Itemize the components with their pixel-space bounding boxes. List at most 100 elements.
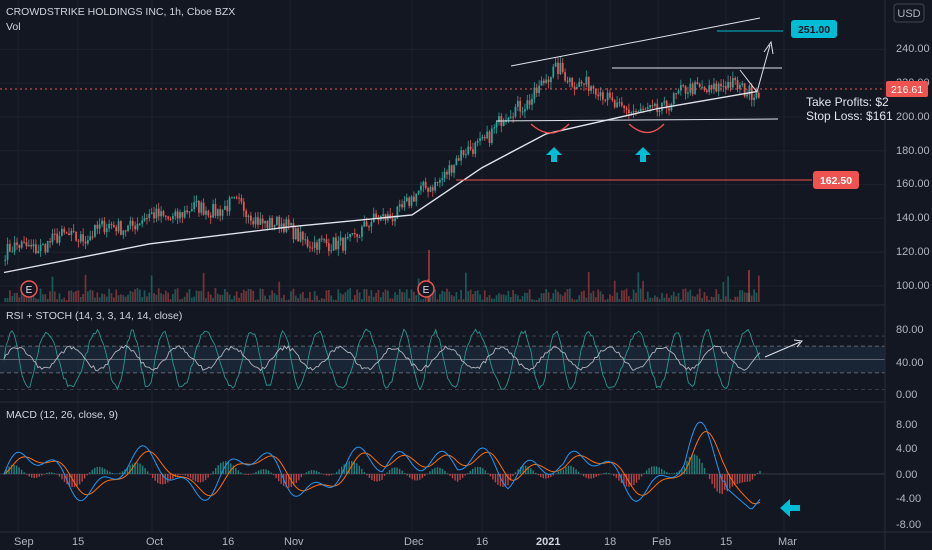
macd-histogram-bar — [716, 474, 718, 492]
candle-body — [337, 240, 340, 250]
y-tick: -8.00 — [896, 519, 921, 531]
candle-body — [318, 238, 321, 250]
volume-bar — [275, 295, 278, 302]
volume-bar — [20, 292, 23, 302]
volume-bar — [644, 299, 647, 302]
macd-histogram-bar — [383, 474, 386, 476]
macd-histogram-bar — [131, 463, 134, 474]
volume-bar — [403, 292, 406, 302]
candle-body — [446, 171, 448, 175]
candle-body — [77, 240, 80, 242]
candle-body — [20, 241, 23, 248]
macd-histogram-bar — [48, 472, 51, 474]
macd-histogram-bar — [96, 466, 98, 474]
user-drawings[interactable] — [0, 17, 885, 181]
macd-histogram-bar — [255, 471, 257, 474]
volume-bar — [231, 299, 233, 302]
volume-bar — [434, 289, 437, 302]
macd-histogram-bar — [232, 465, 235, 474]
volume-bar — [56, 299, 59, 302]
volume-bar — [720, 299, 722, 302]
macd-histogram-bar — [368, 474, 371, 479]
candle-body — [200, 202, 203, 213]
earnings-marker[interactable]: E — [417, 280, 435, 298]
y-tick: 120.00 — [896, 246, 930, 258]
stop-price-badge[interactable]: 162.50 — [813, 171, 859, 189]
macd-histogram-bar — [708, 474, 711, 480]
volume-bar — [18, 297, 21, 302]
macd-histogram-bar — [446, 473, 449, 474]
volume-bar — [273, 293, 276, 302]
macd-histogram-bar — [434, 467, 436, 474]
volume-bar — [658, 298, 661, 302]
volume-bar — [538, 298, 540, 302]
volume-bar — [160, 293, 162, 302]
candle-body — [363, 221, 366, 227]
candle-body — [221, 209, 224, 216]
volume-bar — [306, 298, 309, 302]
macd-histogram-bar — [572, 467, 575, 474]
macd-histogram-bar — [545, 474, 547, 479]
volume-bar — [316, 295, 318, 302]
macd-histogram-bar — [43, 474, 46, 475]
candle-body — [552, 66, 555, 78]
volume-bar — [428, 250, 430, 302]
volume-bar — [134, 289, 136, 302]
candle-body — [684, 86, 687, 94]
macd-histogram-bar — [426, 473, 429, 475]
current-price-badge[interactable]: 216.61 — [886, 81, 928, 97]
candle-body — [311, 247, 314, 249]
macd-histogram-bar — [663, 470, 665, 474]
candle-body — [573, 86, 576, 90]
volume-bar — [583, 290, 585, 302]
macd-histogram-bar — [214, 468, 217, 474]
candle-body — [309, 246, 311, 248]
macd-histogram-bar — [472, 468, 474, 474]
macd-histogram-bar — [734, 474, 736, 486]
volume-bar — [344, 292, 347, 302]
candle-body — [441, 178, 444, 180]
volume-bar — [401, 291, 403, 302]
candle-body — [301, 231, 304, 240]
volume-bar — [304, 298, 307, 302]
macd-histogram-bar — [56, 474, 58, 475]
volume-bar — [552, 293, 555, 302]
svg-text:E: E — [26, 285, 33, 296]
x-tick: 16 — [222, 536, 234, 548]
x-tick: 15 — [720, 536, 732, 548]
symbol-title: CROWDSTRIKE HOLDINGS INC, 1h, Cboe BZX — [6, 6, 235, 18]
macd-histogram-bar — [240, 472, 242, 474]
macd-histogram-bar — [5, 469, 8, 474]
x-tick: Dec — [404, 536, 424, 548]
candle-body — [365, 221, 368, 227]
volume-bar — [587, 272, 590, 302]
volume-bar — [505, 295, 507, 302]
macd-histogram-bar — [260, 469, 262, 474]
macd-histogram-bar — [340, 466, 343, 474]
volume-bar — [96, 292, 99, 302]
target-price-badge[interactable]: 251.00 — [791, 20, 837, 38]
volume-bar — [500, 294, 503, 302]
macd-histogram-bar — [157, 474, 159, 483]
earnings-marker[interactable]: E — [20, 280, 38, 298]
volume-bar — [384, 289, 387, 302]
candle-body — [483, 136, 486, 139]
macd-histogram-bar — [668, 473, 670, 474]
volume-bar — [6, 297, 9, 302]
volume-bar — [358, 292, 361, 302]
currency-button[interactable] — [893, 3, 925, 23]
macd-histogram-bar — [295, 474, 298, 484]
volume-bar — [717, 294, 720, 302]
volume-bar — [701, 298, 703, 302]
candle-body — [561, 62, 564, 73]
candle-body — [472, 149, 474, 154]
macd-axis[interactable]: 8.00 4.00 0.00 -4.00 -8.00 — [896, 419, 921, 531]
candle-body — [11, 251, 14, 253]
macd-histogram-bar — [31, 474, 33, 478]
time-axis[interactable]: Sep 15 Oct 16 Nov Dec 16 2021 18 Feb 15 … — [14, 536, 797, 548]
macd-histogram-bar — [230, 463, 232, 474]
candle-body — [164, 215, 167, 217]
macd-histogram-bar — [466, 473, 469, 474]
rsi-axis[interactable]: 80.00 40.00 0.00 — [896, 324, 924, 401]
